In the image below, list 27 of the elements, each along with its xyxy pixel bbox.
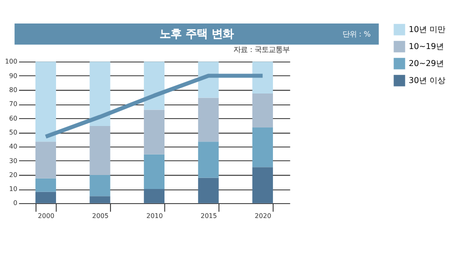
bar bbox=[198, 178, 219, 204]
bar bbox=[198, 98, 219, 142]
bar bbox=[144, 110, 164, 154]
bar bbox=[198, 142, 219, 178]
bar bbox=[90, 62, 110, 126]
bar bbox=[35, 142, 56, 178]
bar bbox=[252, 167, 273, 204]
bar bbox=[35, 178, 56, 192]
bar bbox=[90, 196, 110, 204]
bar bbox=[144, 154, 164, 190]
legend-label: 20~29년 bbox=[408, 58, 444, 68]
chart-title: 노후 주택 변화 bbox=[160, 26, 234, 40]
legend-label: 30년 이상 bbox=[408, 75, 446, 86]
bar bbox=[144, 62, 164, 110]
bar bbox=[35, 192, 56, 204]
bar bbox=[144, 189, 164, 204]
legend-label: 10~19년 bbox=[408, 41, 444, 52]
legend-label: 10년 미만 bbox=[408, 24, 446, 34]
bar bbox=[90, 126, 110, 175]
bar bbox=[252, 93, 273, 128]
line-series bbox=[44, 74, 265, 139]
bar bbox=[90, 174, 110, 196]
text: 자료 : 국토교통부 bbox=[234, 44, 290, 54]
bar bbox=[35, 62, 56, 142]
bar bbox=[252, 127, 273, 168]
bar bbox=[252, 62, 273, 94]
text: 단위 : % bbox=[342, 29, 371, 38]
